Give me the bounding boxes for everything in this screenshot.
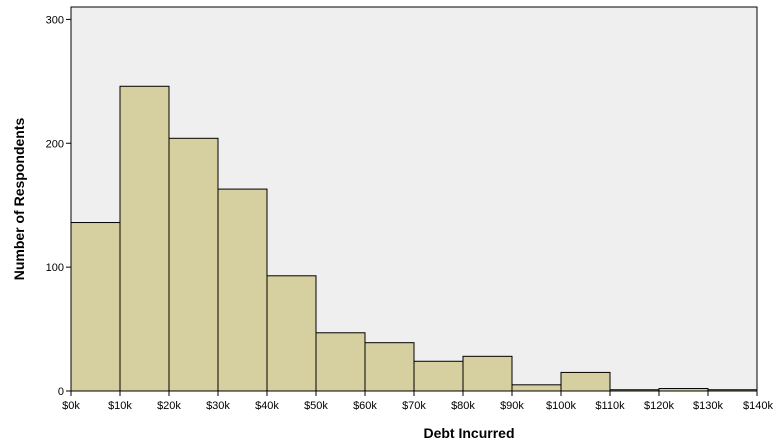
histogram-bar-2 xyxy=(168,137,219,392)
histogram-bar-7 xyxy=(413,360,464,392)
histogram-bar-3 xyxy=(217,188,268,392)
x-tick-label-6: $60k xyxy=(353,400,377,412)
x-tick-label-4: $40k xyxy=(255,400,279,412)
x-tick-label-5: $50k xyxy=(304,400,328,412)
x-tick-label-3: $30k xyxy=(206,400,230,412)
x-tick-label-14: $140k xyxy=(743,400,773,412)
histogram-bar-0 xyxy=(70,222,121,392)
y-tick-label-3: 300 xyxy=(46,14,64,26)
x-tick-label-7: $70k xyxy=(402,400,426,412)
histogram-bar-9 xyxy=(511,384,562,392)
y-tick-label-2: 200 xyxy=(46,138,64,150)
x-tick-label-0: $0k xyxy=(62,400,80,412)
histogram-bar-4 xyxy=(266,275,317,392)
y-tick-label-0: 0 xyxy=(58,386,64,398)
y-tick-label-1: 100 xyxy=(46,262,64,274)
x-tick-label-13: $130k xyxy=(693,400,723,412)
bars-group xyxy=(70,85,758,392)
histogram-bar-8 xyxy=(462,355,513,392)
y-axis-title: Number of Respondents xyxy=(11,118,27,281)
x-axis-title: Debt Incurred xyxy=(423,425,514,441)
x-tick-label-12: $120k xyxy=(644,400,674,412)
histogram-bar-6 xyxy=(364,342,415,392)
x-tick-label-9: $90k xyxy=(500,400,524,412)
histogram-bar-1 xyxy=(119,85,170,392)
x-tick-label-8: $80k xyxy=(451,400,475,412)
x-tick-label-10: $100k xyxy=(546,400,576,412)
x-axis: $0k $10k $20k $30k $40k $50k $60k $70k $80k $90k $… xyxy=(62,391,773,412)
y-axis: 0 100 200 300 xyxy=(46,14,71,398)
histogram-bar-5 xyxy=(315,332,366,392)
histogram-bar-10 xyxy=(560,371,611,392)
x-tick-label-2: $20k xyxy=(157,400,181,412)
x-tick-label-11: $110k xyxy=(595,400,625,412)
x-tick-label-1: $10k xyxy=(108,400,132,412)
